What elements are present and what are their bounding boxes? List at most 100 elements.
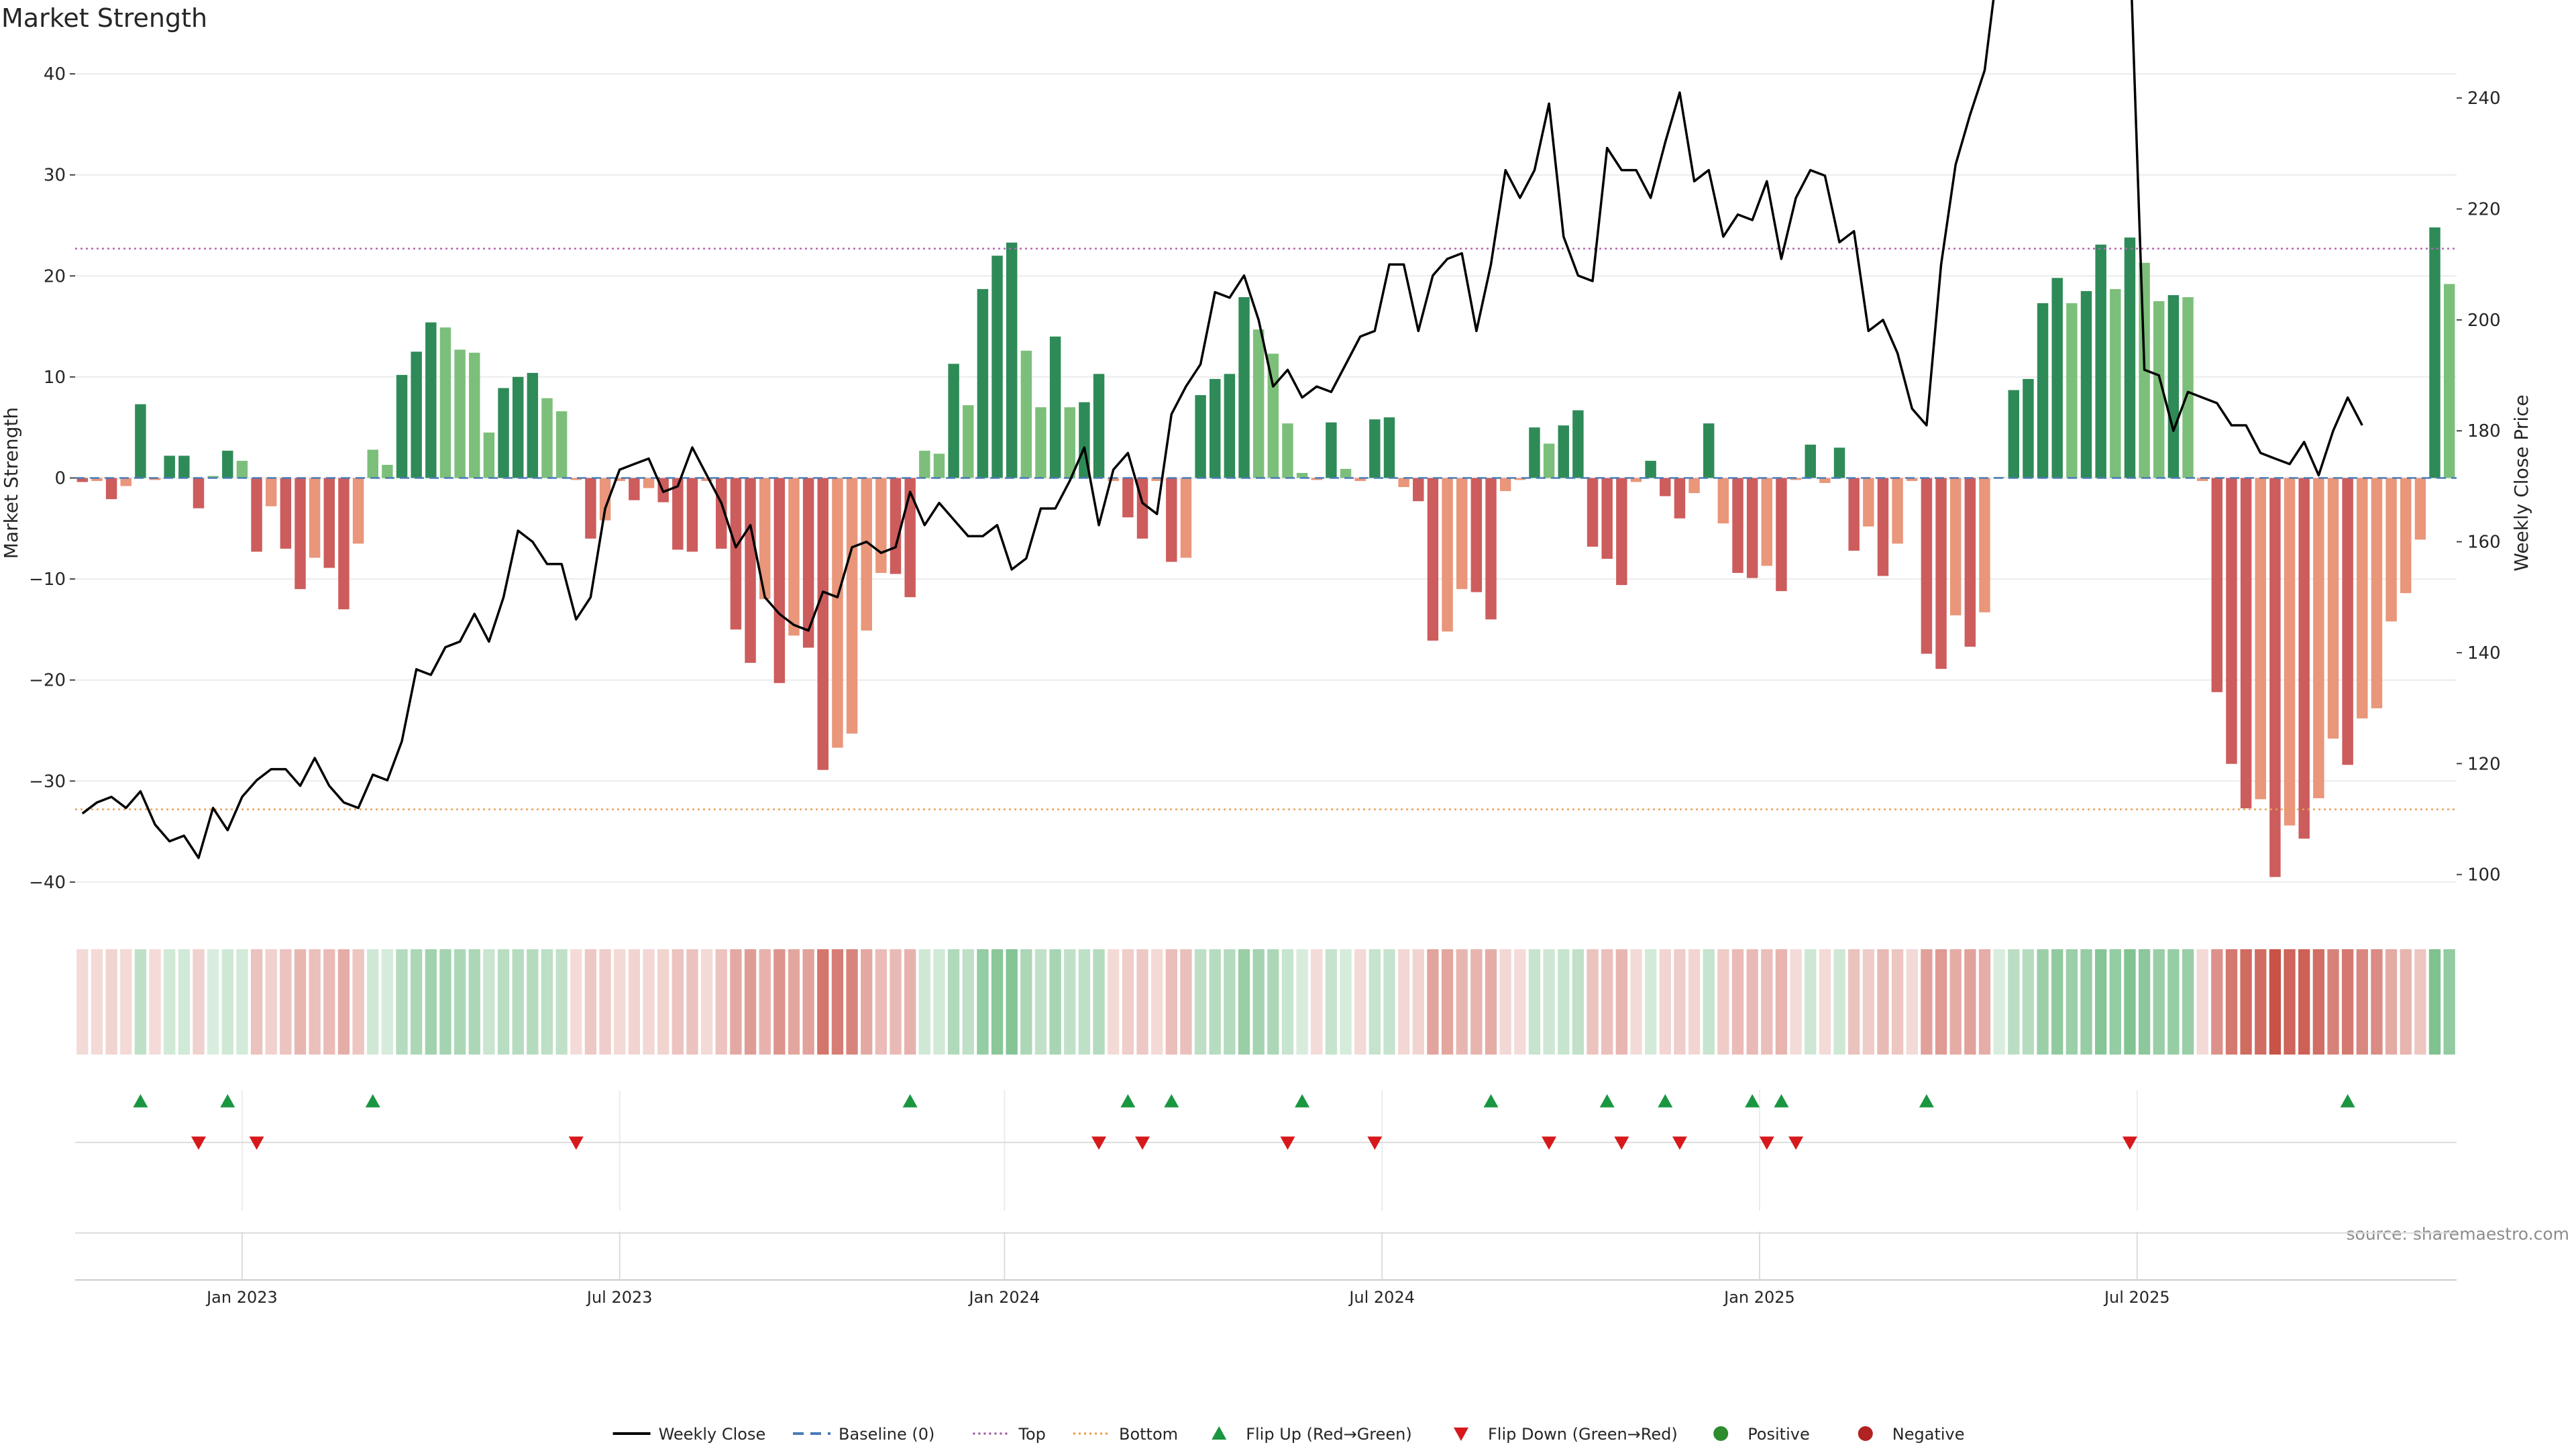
flip-down-marker xyxy=(1788,1136,1804,1150)
heatmap-cell xyxy=(1383,949,1395,1055)
heatmap-cell xyxy=(1558,949,1570,1055)
legend-item-positive: Positive xyxy=(1713,1425,1810,1444)
strength-bar xyxy=(1558,425,1569,478)
strength-bar xyxy=(1587,478,1599,547)
strength-bar xyxy=(788,478,800,636)
flip-down-marker xyxy=(1614,1136,1629,1150)
right-tick-label: 220 xyxy=(2467,200,2501,220)
strength-bar xyxy=(1326,422,1337,478)
heatmap-cell xyxy=(1281,949,1294,1055)
strength-bar xyxy=(1180,478,1192,558)
strength-bar xyxy=(105,478,117,500)
heatmap-cell xyxy=(614,949,626,1055)
strength-bar xyxy=(599,478,611,521)
heatmap-cell xyxy=(178,949,191,1055)
strength-bar xyxy=(2008,390,2020,478)
strength-bar xyxy=(1935,478,1947,669)
strength-bar xyxy=(76,478,89,482)
heatmap-cell xyxy=(1572,949,1585,1055)
heatmap-cell xyxy=(1906,949,1918,1055)
heatmap-cell xyxy=(2255,949,2267,1055)
strength-bar xyxy=(2385,478,2397,622)
heatmap-cell xyxy=(164,949,176,1055)
heatmap-cell xyxy=(1921,949,1933,1055)
heatmap-cell xyxy=(846,949,858,1055)
heatmap-cell xyxy=(250,949,263,1055)
heatmap-strip xyxy=(76,949,2455,1055)
flip-markers xyxy=(133,1094,2355,1150)
strength-bar xyxy=(2037,303,2049,478)
heatmap-cell xyxy=(207,949,219,1055)
heatmap-cell xyxy=(2298,949,2310,1055)
x-tick-label: Jul 2024 xyxy=(1348,1288,1415,1307)
heatmap-cell xyxy=(1078,949,1091,1055)
strength-bar xyxy=(861,478,872,631)
heatmap-cell xyxy=(1412,949,1424,1055)
flip-up-marker xyxy=(1745,1094,1760,1108)
heatmap-cell xyxy=(2065,949,2078,1055)
heatmap-cell xyxy=(236,949,248,1055)
heatmap-cell xyxy=(541,949,553,1055)
heatmap-cell xyxy=(265,949,277,1055)
heatmap-cell xyxy=(1180,949,1192,1055)
strength-bar xyxy=(1470,478,1483,592)
heatmap-cell xyxy=(1470,949,1483,1055)
heatmap-cell xyxy=(1354,949,1366,1055)
legend: Weekly Close Baseline (0) Top Bottom Flip Up… xyxy=(612,1425,1965,1444)
strength-bar xyxy=(2023,378,2034,478)
heatmap-cell xyxy=(1136,949,1148,1055)
strength-bar xyxy=(367,449,378,478)
heatmap-cell xyxy=(1209,949,1221,1055)
strength-bar xyxy=(1035,407,1046,478)
heatmap-cell xyxy=(1703,949,1715,1055)
strength-bar xyxy=(193,478,205,508)
strength-bar xyxy=(2226,478,2237,764)
heatmap-cell xyxy=(1093,949,1105,1055)
heatmap-cell xyxy=(1688,949,1701,1055)
heatmap-cell xyxy=(1427,949,1439,1055)
heatmap-cell xyxy=(730,949,742,1055)
strength-bar xyxy=(1311,478,1322,480)
heatmap-cell xyxy=(744,949,757,1055)
strength-bar xyxy=(411,352,422,478)
strength-bar xyxy=(629,478,640,500)
flip-up-marker xyxy=(1120,1094,1136,1108)
x-tick-label: Jan 2023 xyxy=(205,1288,278,1307)
heatmap-cell xyxy=(1006,949,1018,1055)
strength-bar xyxy=(1108,478,1119,482)
strength-bar xyxy=(323,478,335,568)
heatmap-cell xyxy=(149,949,161,1055)
flip-up-marker xyxy=(133,1094,148,1108)
heatmap-cell xyxy=(2196,949,2208,1055)
strength-bar xyxy=(2342,478,2353,765)
strength-bar xyxy=(1151,478,1163,482)
strength-bar xyxy=(1964,478,1976,647)
flip-up-marker xyxy=(1919,1094,1934,1108)
heatmap-cell xyxy=(2341,949,2354,1055)
strength-bar xyxy=(541,398,553,478)
strength-bar xyxy=(802,478,814,648)
legend-swatch xyxy=(1858,1426,1873,1441)
right-tick-label: 240 xyxy=(2467,89,2501,109)
flip-up-marker xyxy=(902,1094,918,1108)
heatmap-cell xyxy=(1848,949,1860,1055)
heatmap-cell xyxy=(1877,949,1889,1055)
heatmap-cell xyxy=(2312,949,2325,1055)
heatmap-cell xyxy=(555,949,568,1055)
y-axis-left-label: Market Strength xyxy=(0,407,22,559)
heatmap-cell xyxy=(1775,949,1788,1055)
strength-bar xyxy=(1892,478,1903,544)
strength-bar xyxy=(2400,478,2412,594)
strength-bar xyxy=(1252,329,1265,478)
heatmap-cell xyxy=(788,949,800,1055)
strength-bar xyxy=(1630,478,1642,482)
flip-down-marker xyxy=(1280,1136,1295,1150)
right-tick-label: 160 xyxy=(2467,533,2501,553)
strength-bar xyxy=(1064,407,1075,478)
strength-bar xyxy=(1442,478,1453,632)
strength-bar xyxy=(483,432,495,478)
strength-bar xyxy=(643,478,655,488)
heatmap-cell xyxy=(1587,949,1599,1055)
heatmap-cell xyxy=(773,949,786,1055)
heatmap-cell xyxy=(91,949,103,1055)
